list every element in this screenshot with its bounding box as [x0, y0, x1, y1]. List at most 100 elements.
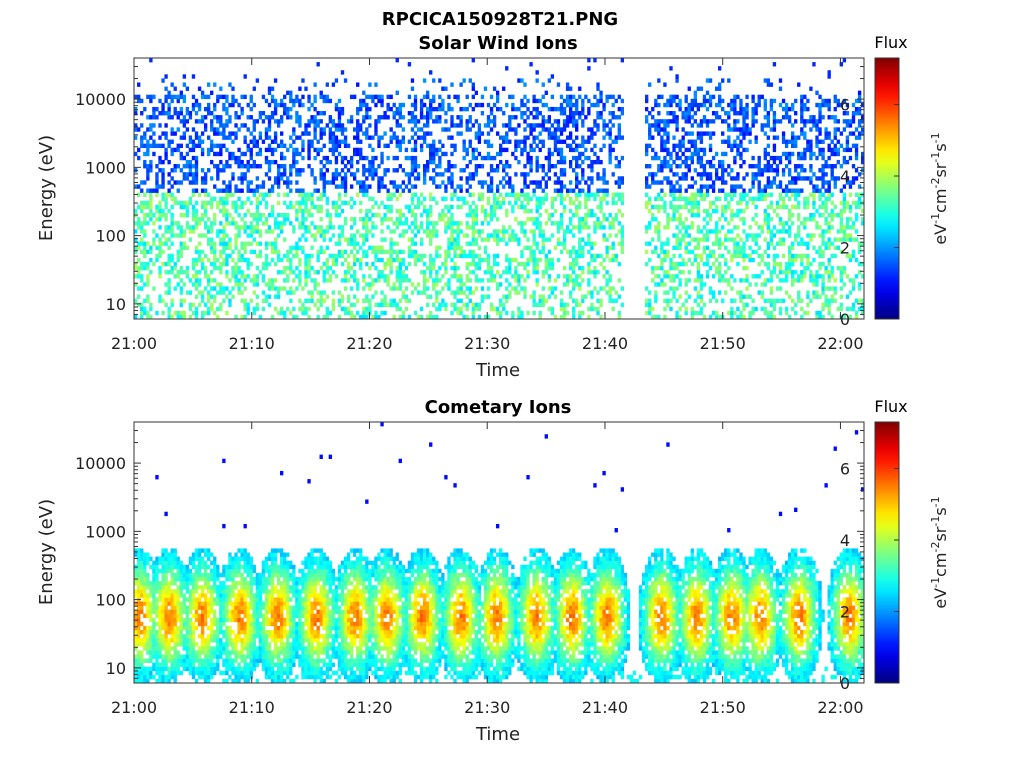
spectrogram-cell [140, 208, 144, 214]
spectrogram-cell [733, 159, 737, 165]
spectrogram-cell [334, 184, 339, 189]
spectrogram-cell [587, 278, 591, 283]
spectrogram-cell [213, 245, 217, 250]
spectrogram-cell [167, 143, 171, 149]
spectrogram-cell [386, 282, 390, 287]
spectrogram-cell [681, 261, 685, 267]
spectrogram-cell [739, 155, 743, 161]
figure-title: RPCICA150928T21.PNG [382, 9, 618, 30]
spectrogram-cell [532, 98, 536, 104]
spectrogram-cell [559, 184, 564, 189]
spectrogram-cell [225, 221, 229, 226]
spectrogram-cell [575, 249, 579, 255]
spectrogram-cell [362, 115, 366, 120]
spectrogram-cell [696, 294, 701, 299]
spectrogram-cell [419, 257, 424, 263]
spectrogram-cell [754, 172, 758, 177]
spectrogram-cell [155, 253, 159, 259]
spectrogram-cell [541, 196, 545, 202]
spectrogram-cell [678, 106, 682, 112]
spectrogram-cell [416, 282, 421, 287]
spectrogram-cell [298, 306, 302, 312]
spectrogram-cell [708, 212, 713, 218]
spectrogram-cell [769, 298, 774, 303]
spectrogram-cell [203, 225, 208, 230]
spectrogram-cell [645, 192, 649, 197]
spectrogram-cell [450, 82, 454, 87]
spectrogram-cell [657, 119, 661, 124]
spectrogram-cell [371, 196, 375, 202]
spectrogram-cell [447, 127, 451, 132]
spectrogram-cell [219, 196, 223, 202]
spectrogram-cell [164, 261, 168, 267]
spectrogram-cell [401, 310, 406, 316]
spectrogram-cell [781, 172, 786, 177]
spectrogram-cell [702, 225, 707, 230]
spectrogram-cell [438, 94, 442, 100]
spectrogram-cell [520, 225, 524, 230]
spectrogram-cell [240, 245, 244, 250]
spectrogram-cell [197, 217, 202, 222]
spectrogram-cell [751, 119, 755, 124]
spectrogram-cell [480, 111, 485, 116]
spectrogram-cell [450, 184, 454, 189]
spectrogram-cell [617, 131, 621, 136]
spectrogram-cell [492, 123, 497, 128]
spectrogram-cell [444, 302, 448, 308]
spectrogram-cell [249, 221, 253, 226]
spectrogram-cell [301, 192, 305, 197]
spectrogram-cell [748, 294, 752, 299]
spectrogram-cell [654, 123, 658, 128]
spectrogram-cell [146, 168, 150, 173]
spectrogram-cell [736, 143, 740, 149]
spectrogram-cell [322, 229, 326, 234]
spectrogram-cell [140, 225, 144, 230]
spectrogram-cell [322, 261, 326, 267]
spectrogram-cell [620, 302, 625, 308]
spectrogram-cell [304, 229, 308, 234]
spectrogram-cell [155, 208, 159, 214]
spectrogram-cell [161, 78, 165, 83]
spectrogram-cell [343, 278, 348, 283]
spectrogram-cell [568, 208, 573, 214]
spectrogram-cell [407, 188, 412, 193]
spectrogram-cell [450, 204, 454, 210]
spectrogram-cell [158, 294, 162, 299]
spectrogram-cell [447, 221, 451, 226]
spectrogram-cell [395, 257, 399, 263]
spectrogram-cell [182, 212, 187, 218]
spectrogram-cell [334, 241, 339, 246]
spectrogram-cell [702, 131, 707, 136]
spectrogram-cell [322, 237, 326, 242]
spectrogram-cell [203, 94, 208, 100]
spectrogram-cell [705, 237, 710, 242]
spectrogram-cell [544, 119, 548, 124]
spectrogram-cell [164, 192, 168, 197]
spectrogram-cell [547, 78, 552, 83]
spectrogram-cell [733, 188, 737, 193]
spectrogram-cell [185, 270, 190, 275]
spectrogram-cell [386, 192, 390, 197]
spectrogram-cell [581, 119, 585, 124]
spectrogram-cell [404, 204, 409, 210]
spectrogram-cell [450, 106, 454, 112]
spectrogram-cell [203, 200, 208, 206]
spectrogram-cell [143, 253, 147, 259]
spectrogram-cell [185, 111, 190, 116]
spectrogram-cell [298, 261, 302, 267]
spectrogram-cell [222, 286, 226, 291]
spectrogram-cell [483, 294, 488, 299]
spectrogram-cell [575, 98, 579, 104]
spectrogram-cell [654, 151, 658, 157]
spectrogram-cell [438, 147, 442, 153]
spectrogram-cell [435, 253, 439, 259]
spectrogram-cell [678, 184, 682, 189]
spectrogram-cell [295, 159, 299, 165]
spectrogram-cell [429, 147, 433, 153]
spectrogram-cell [270, 151, 275, 157]
spectrogram-cell [663, 208, 667, 214]
spectrogram-cell [140, 123, 144, 128]
spectrogram-cell [724, 168, 728, 173]
spectrogram-cell [693, 200, 698, 206]
spectrogram-cell [213, 261, 217, 267]
